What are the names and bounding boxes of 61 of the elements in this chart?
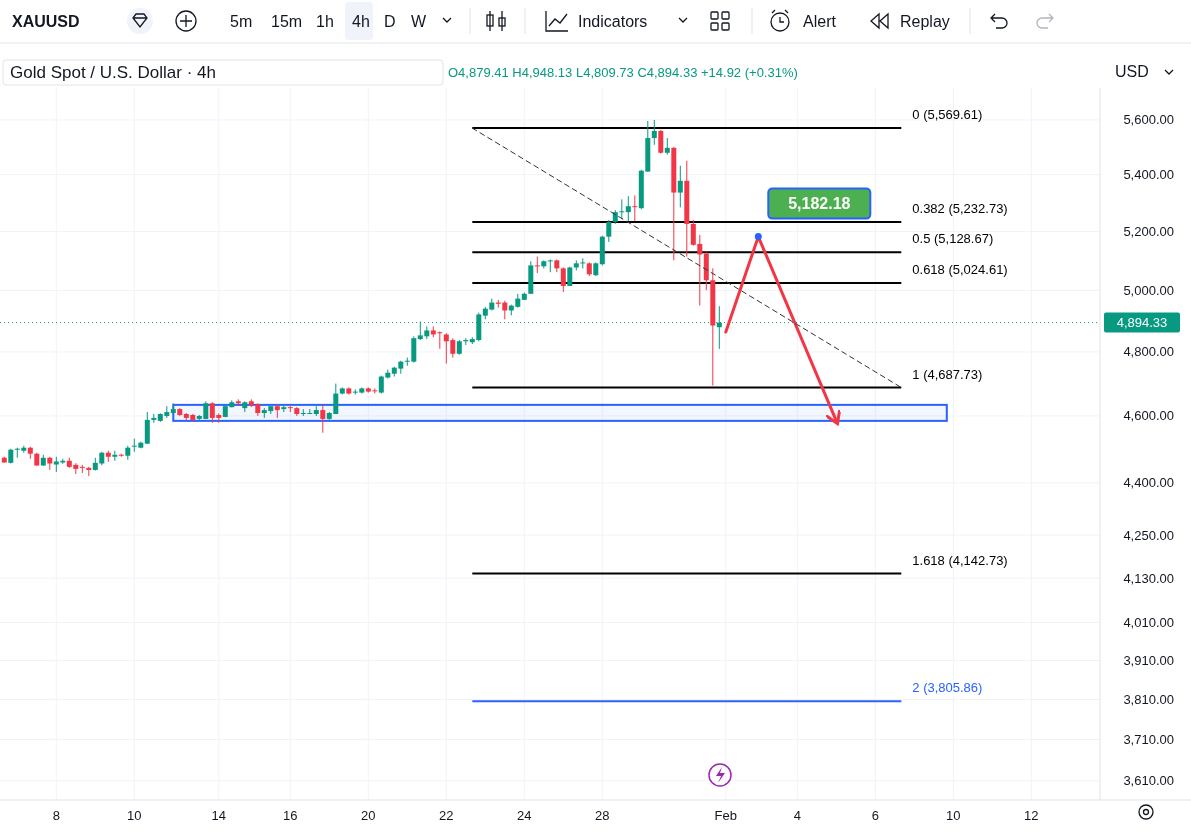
y-tick-label: 4,130.00	[1123, 570, 1174, 586]
x-tick-label: Feb	[714, 807, 737, 823]
chart-title: Gold Spot / U.S. Dollar · 4h	[10, 63, 216, 82]
y-tick-label: 4,010.00	[1123, 615, 1174, 631]
x-tick-label: 10	[127, 807, 142, 823]
ref-line-label: 0.5 (5,128.67)	[912, 231, 994, 247]
candlestick	[320, 404, 326, 434]
text: 1h	[316, 13, 334, 30]
candlestick	[658, 129, 664, 155]
text: Alert	[803, 13, 837, 30]
x-tick-label: 14	[211, 807, 227, 823]
x-tick-label: 28	[595, 807, 610, 823]
x-tick-label: 4	[793, 807, 801, 823]
y-tick-label: 3,710.00	[1123, 732, 1174, 748]
y-tick-label: 4,250.00	[1123, 527, 1174, 543]
candlestick	[677, 165, 683, 208]
candlestick	[625, 195, 631, 222]
chart-subtitle: O4,879.41 H4,948.13 L4,809.73 C4,894.33 +14.92 (+0.31%)	[448, 65, 798, 80]
text: D	[384, 13, 396, 30]
candlestick	[547, 258, 553, 273]
text: USD	[1115, 63, 1149, 80]
text: 15m	[271, 13, 303, 30]
ref-line-label: 0.618 (5,024.61)	[912, 262, 1008, 278]
y-tick-label: 4,800.00	[1123, 344, 1174, 360]
candlestick	[619, 198, 625, 220]
ref-line-label: 1 (4,687.73)	[912, 366, 983, 382]
x-tick-label: 20	[361, 807, 376, 823]
candlestick	[580, 257, 586, 269]
y-tick-label: 3,810.00	[1123, 692, 1174, 708]
x-tick-label: 6	[871, 807, 879, 823]
text: XAUUSD	[12, 13, 80, 30]
candlestick	[144, 411, 150, 445]
ref-line-label: 0.382 (5,232.73)	[912, 201, 1008, 216]
x-tick-label: 8	[52, 807, 60, 823]
candlestick	[651, 119, 657, 146]
x-tick-label: 16	[283, 807, 298, 823]
x-tick-label: 12	[1024, 807, 1039, 823]
text: 4h	[352, 13, 370, 30]
candlestick	[560, 266, 566, 293]
y-tick-label: 3,910.00	[1123, 653, 1174, 669]
x-tick-label: 24	[517, 807, 532, 823]
ref-line-label: 2 (3,805.86)	[912, 680, 983, 696]
candlestick	[606, 219, 612, 243]
text: W	[411, 13, 427, 30]
y-tick-label: 5,000.00	[1123, 282, 1174, 298]
x-tick-label: 10	[946, 807, 961, 823]
y-tick-label: 5,600.00	[1123, 112, 1174, 128]
y-tick-label: 5,400.00	[1123, 167, 1174, 183]
text: Indicators	[578, 13, 648, 30]
ref-line-label: 4,894.33	[1116, 315, 1168, 331]
y-tick-label: 4,400.00	[1123, 475, 1174, 491]
candlestick	[632, 194, 638, 222]
text: 5m	[230, 13, 253, 30]
ref-line-label: 0 (5,569.61)	[912, 107, 983, 123]
y-tick-label: 3,610.00	[1123, 773, 1174, 789]
annotation: 5,182.18	[788, 195, 851, 213]
text: Replay	[900, 13, 950, 30]
y-tick-label: 4,600.00	[1123, 408, 1174, 424]
y-tick-label: 5,200.00	[1123, 223, 1174, 239]
ref-line-label: 1.618 (4,142.73)	[912, 552, 1008, 568]
x-tick-label: 22	[439, 807, 454, 823]
